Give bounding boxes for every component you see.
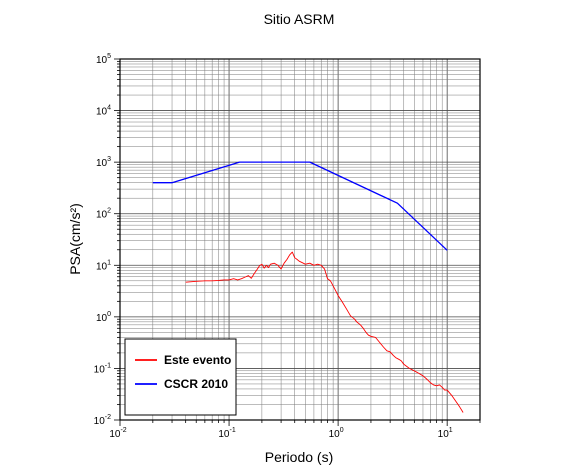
legend-box xyxy=(124,338,237,416)
x-axis-ticks: 10-2 10-1 100 101 xyxy=(109,420,481,440)
x-tick-label: 10-1 xyxy=(218,427,235,440)
y-tick-label: 102 xyxy=(96,208,111,221)
series-layer xyxy=(152,161,464,413)
y-tick-label: 104 xyxy=(96,105,111,118)
y-tick-label: 10-1 xyxy=(94,362,111,375)
y-axis-label: PSA(cm/s²) xyxy=(67,203,83,275)
x-axis-label: Periodo (s) xyxy=(265,449,333,465)
legend-label-este-evento: Este evento xyxy=(164,353,231,367)
chart-title: Sitio ASRM xyxy=(264,11,335,27)
y-tick-label: 105 xyxy=(96,53,111,66)
x-tick-label: 10-2 xyxy=(109,427,126,440)
legend: Este evento CSCR 2010 xyxy=(124,338,237,416)
series-line-cscr-2010 xyxy=(152,161,448,251)
plot-area xyxy=(119,58,481,421)
y-tick-label: 103 xyxy=(96,156,111,169)
x-tick-label: 100 xyxy=(329,427,344,440)
x-tick-label: 101 xyxy=(438,427,453,440)
y-tick-label: 10-2 xyxy=(94,414,111,427)
series-line-este-evento xyxy=(185,251,464,413)
y-tick-label: 100 xyxy=(96,311,111,324)
legend-label-cscr-2010: CSCR 2010 xyxy=(164,377,228,391)
y-axis-ticks: 10-2 10-1 100 101 102 103 104 105 xyxy=(94,53,120,427)
y-tick-label: 101 xyxy=(96,259,111,272)
